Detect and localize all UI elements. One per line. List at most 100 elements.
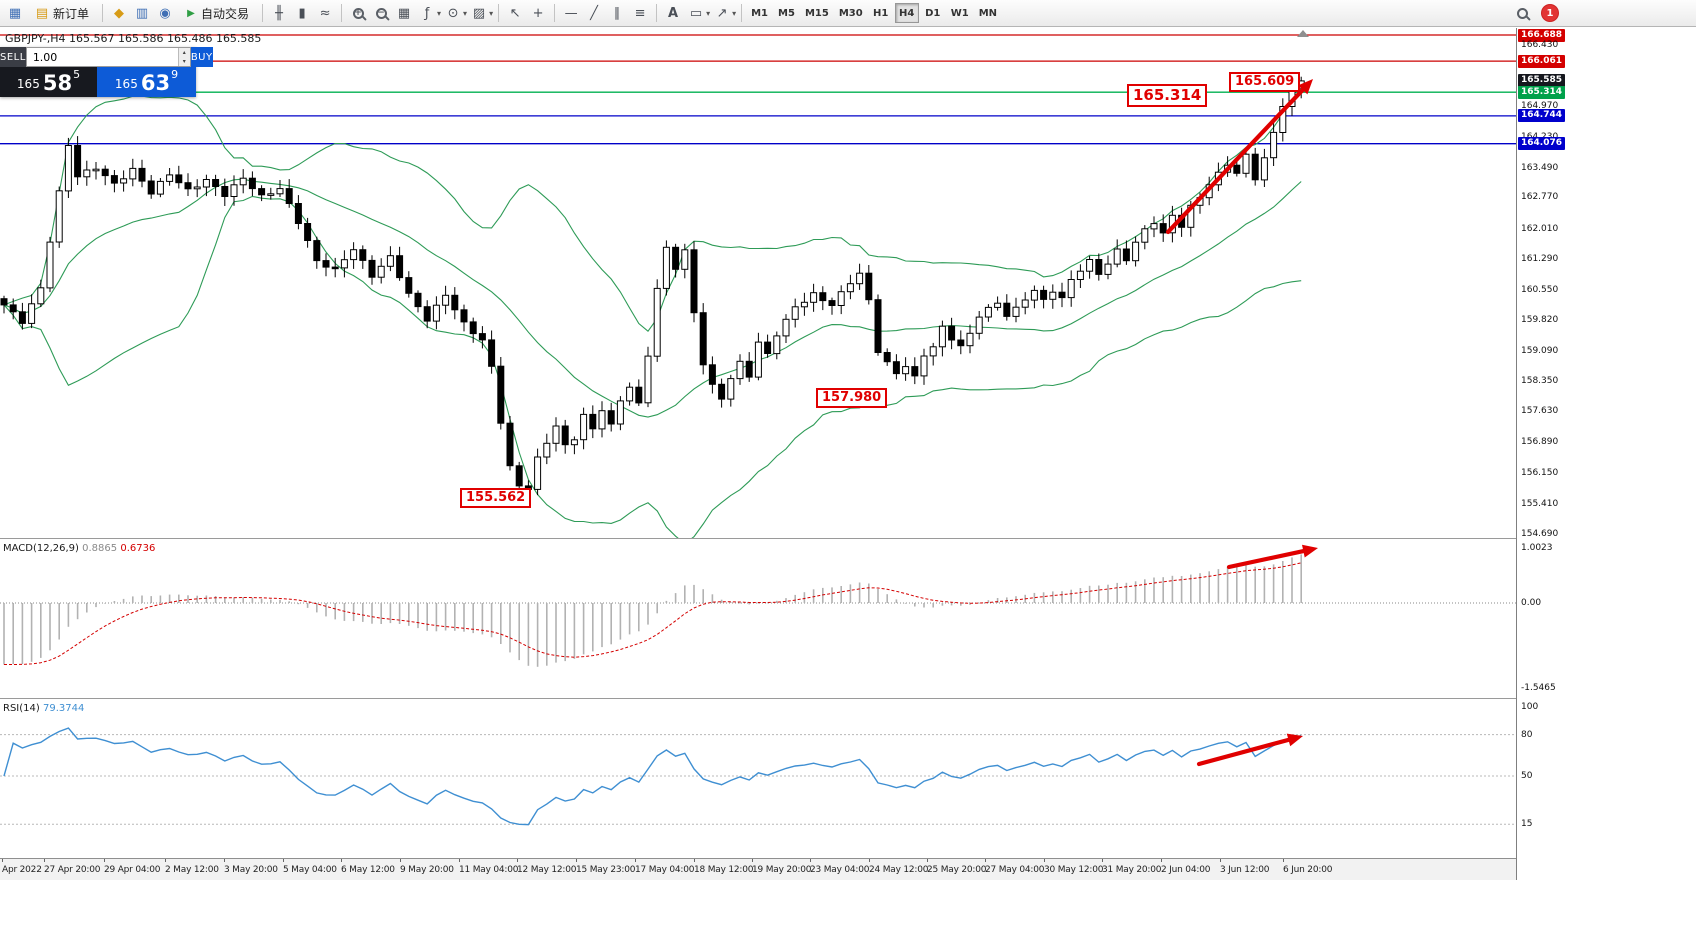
trendline-tool-icon[interactable]: ╱ — [590, 5, 598, 21]
sell-button[interactable]: SELL — [0, 47, 26, 67]
ask-point: 9 — [171, 68, 179, 81]
search-icon[interactable] — [1517, 7, 1528, 19]
new-order-icon: ▤ — [35, 5, 49, 21]
time-axis-label: 2 Jun 04:00 — [1161, 865, 1211, 875]
text-tool-icon[interactable]: A — [668, 5, 679, 21]
arrows-tool-icon[interactable]: ↗ — [716, 5, 728, 21]
price-axis-label: 159.820 — [1521, 315, 1559, 325]
fibonacci-tool-icon[interactable]: ≡ — [634, 5, 646, 21]
shapes-dropdown-icon[interactable]: ▾ — [706, 8, 711, 18]
channel-tool-icon[interactable]: ∥ — [613, 5, 621, 21]
main-price-chart: GBPJPY-,H4 165.567 165.586 165.486 165.5… — [0, 28, 1516, 538]
templates-dropdown-icon[interactable]: ▾ — [489, 8, 494, 18]
zoom-out-icon[interactable]: − — [375, 7, 387, 19]
time-axis-tick — [400, 859, 401, 862]
shapes-tool-icon[interactable]: ▭ — [689, 5, 703, 21]
time-axis-tick — [459, 859, 460, 862]
time-axis-tick — [927, 859, 928, 862]
crosshair-icon[interactable]: + — [532, 5, 544, 21]
time-axis[interactable]: Apr 2022 27 Apr 20:00 29 Apr 04:00 2 May 12… — [0, 858, 1562, 880]
line-chart-icon[interactable]: ≈ — [319, 5, 331, 21]
macd-panel: MACD(12,26,9) 0.8865 0.6736 — [0, 540, 1516, 697]
panel-separator[interactable] — [0, 698, 1562, 699]
metaeditor-icon[interactable]: ◆ — [114, 5, 125, 21]
time-axis-label: 3 May 20:00 — [224, 865, 278, 875]
price-chart-canvas[interactable] — [0, 28, 1516, 538]
tile-windows-icon[interactable]: ▦ — [397, 5, 411, 21]
timeframe-button-w1[interactable]: W1 — [950, 7, 969, 19]
timeframe-button-h4[interactable]: H4 — [894, 3, 919, 23]
time-axis-tick — [341, 859, 342, 862]
candlestick-chart-icon[interactable]: ▮ — [298, 5, 306, 21]
volume-input[interactable] — [26, 48, 178, 66]
timeframe-button-h1[interactable]: H1 — [873, 7, 889, 19]
period-dropdown-icon[interactable]: ▾ — [463, 8, 468, 18]
volume-down-icon[interactable]: ▾ — [178, 57, 190, 66]
templates-icon[interactable]: ▨ — [472, 5, 486, 21]
price-axis[interactable]: 166.688 166.430 166.061 165.585 165.314 164.9… — [1516, 28, 1626, 880]
timeframe-button-mn[interactable]: MN — [978, 7, 998, 19]
new-order-button[interactable]: ▤ 新订单 — [27, 2, 97, 24]
toolbar-separator — [741, 4, 743, 22]
panel-separator[interactable] — [0, 538, 1562, 539]
indicators-dropdown-icon[interactable]: ▾ — [437, 8, 442, 18]
trend-arrow — [1298, 79, 1313, 95]
volume-up-icon[interactable]: ▴ — [178, 48, 190, 57]
time-axis-label: 15 May 23:00 — [576, 865, 636, 875]
price-tag-dark: 165.585 — [1518, 74, 1565, 87]
period-icon[interactable]: ⊙ — [447, 5, 459, 21]
rsi-canvas[interactable] — [0, 700, 1516, 858]
rsi-value: 79.3744 — [42, 703, 85, 714]
time-axis-tick — [283, 859, 284, 862]
horizontal-line-tool-icon[interactable]: — — [564, 5, 578, 21]
toolbar: ▦ ▤ 新订单 ◆ ▥ ◉ ▶ 自动交易 ╫ ▮ ≈ + − ▦ ƒ ▾ ⊙ ▾… — [0, 0, 1696, 27]
price-annotation[interactable]: 165.314 — [1127, 84, 1208, 107]
bid-price[interactable]: 165 58 5 — [0, 67, 97, 97]
time-axis-label: 29 Apr 04:00 — [104, 865, 161, 875]
macd-scale-label: 0.00 — [1521, 598, 1542, 608]
bid-point: 5 — [73, 68, 81, 81]
price-axis-label: 157.630 — [1521, 406, 1559, 416]
timeframe-button-m15[interactable]: M15 — [804, 7, 829, 19]
price-axis-label: 154.690 — [1521, 529, 1559, 539]
buy-button[interactable]: BUY — [190, 47, 213, 67]
price-annotation[interactable]: 155.562 — [460, 488, 532, 509]
price-axis-label: 162.770 — [1521, 192, 1559, 202]
ask-price[interactable]: 165 63 9 — [97, 67, 196, 97]
cursor-icon[interactable]: ↖ — [509, 5, 521, 21]
market-watch-icon[interactable]: ▥ — [135, 5, 149, 21]
macd-canvas[interactable] — [0, 540, 1516, 697]
time-axis-tick — [985, 859, 986, 862]
auto-trading-button[interactable]: ▶ 自动交易 — [177, 2, 257, 24]
time-axis-tick — [44, 859, 45, 862]
timeframe-button-m30[interactable]: M30 — [838, 7, 863, 19]
time-axis-tick — [694, 859, 695, 862]
rsi-name: RSI(14) — [3, 703, 40, 714]
timeframe-button-d1[interactable]: D1 — [925, 7, 941, 19]
rsi-scale-label: 50 — [1521, 771, 1533, 781]
toolbar-separator — [102, 4, 104, 22]
symbol-ohlc-line: GBPJPY-,H4 165.567 165.586 165.486 165.5… — [5, 32, 262, 45]
time-axis-label: 9 May 20:00 — [400, 865, 454, 875]
indicators-icon[interactable]: ƒ — [424, 5, 430, 21]
price-annotation[interactable]: 165.609 — [1229, 72, 1301, 93]
time-axis-label: 5 May 04:00 — [283, 865, 337, 875]
ask-prefix: 165 — [114, 77, 138, 91]
price-axis-label: 160.550 — [1521, 285, 1559, 295]
price-annotation[interactable]: 157.980 — [816, 388, 888, 409]
toolbar-separator — [341, 4, 343, 22]
community-icon[interactable]: ◉ — [159, 5, 171, 21]
time-axis-tick — [165, 859, 166, 862]
ask-pips: 63 — [140, 71, 171, 95]
new-chart-icon[interactable]: ▦ — [8, 5, 22, 21]
time-axis-label: 27 May 04:00 — [985, 865, 1045, 875]
notifications-badge[interactable]: 1 — [1542, 5, 1558, 21]
timeframe-button-m5[interactable]: M5 — [778, 7, 795, 19]
toolbar-separator — [554, 4, 556, 22]
zoom-in-icon[interactable]: + — [352, 7, 364, 19]
arrows-dropdown-icon[interactable]: ▾ — [732, 8, 737, 18]
price-axis-label: 155.410 — [1521, 499, 1559, 509]
timeframe-button-m1[interactable]: M1 — [751, 7, 769, 19]
bar-chart-icon[interactable]: ╫ — [275, 5, 283, 21]
time-axis-label: 24 May 12:00 — [869, 865, 929, 875]
